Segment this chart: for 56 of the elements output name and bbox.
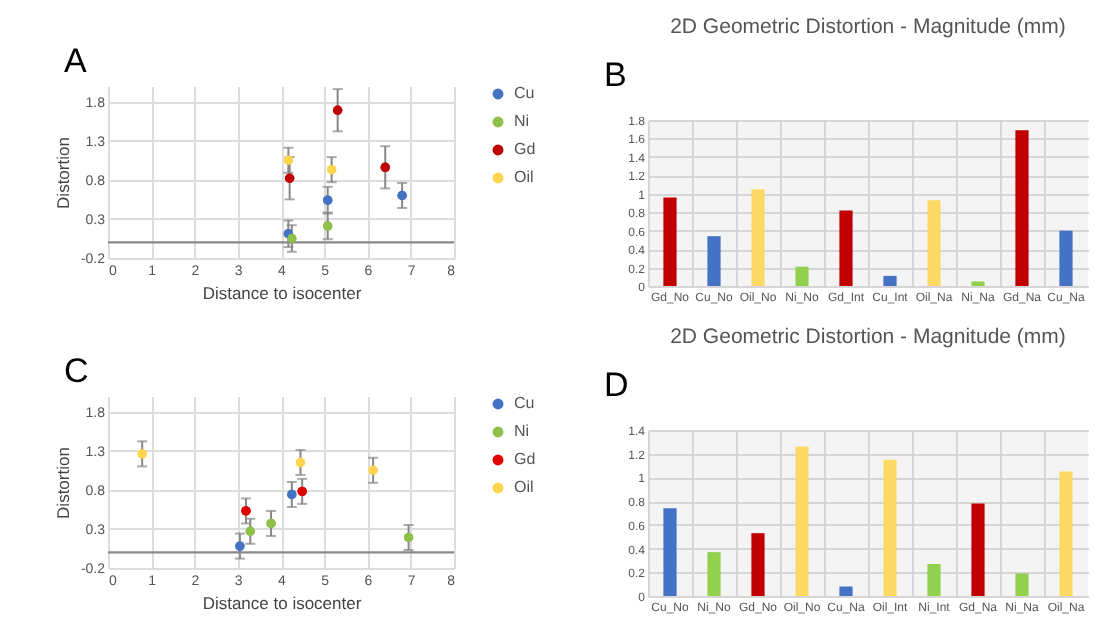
point (323, 221, 333, 231)
legend-label: Cu (514, 394, 535, 412)
x-axis-title: Distance to isocenter (202, 593, 362, 613)
point (326, 164, 337, 175)
bar (1015, 573, 1029, 596)
bar (707, 236, 721, 286)
bar (751, 189, 765, 286)
bar (795, 446, 809, 596)
point (397, 190, 407, 201)
point (403, 532, 414, 543)
point (332, 105, 343, 115)
point (284, 173, 295, 183)
point (245, 526, 255, 536)
legend-label: Gd (514, 450, 536, 468)
text: D (604, 366, 629, 404)
bar (1059, 230, 1073, 286)
bar (1059, 471, 1073, 596)
legend-label: Ni (514, 112, 530, 130)
point (380, 162, 390, 172)
y-axis-title: Distortion (52, 136, 73, 209)
bar (971, 503, 985, 596)
text: C (64, 352, 89, 390)
point (241, 506, 251, 516)
point (137, 449, 147, 459)
chart-title: 2D Geometric Distortion - Magnitude (mm) (670, 15, 1066, 39)
y-axis-title: Distortion (52, 446, 73, 519)
legend-label: Oil (514, 168, 534, 186)
point (295, 457, 306, 468)
legend-label: Gd (514, 140, 536, 158)
point (323, 195, 333, 205)
bar (663, 508, 677, 596)
bar (663, 197, 677, 286)
chart-title: 2D Geometric Distortion - Magnitude (mm) (670, 325, 1066, 349)
point (283, 155, 294, 165)
point (266, 518, 276, 529)
bar (751, 533, 765, 596)
bar (883, 275, 897, 286)
legend-label: Oil (514, 478, 534, 496)
bar (1015, 130, 1029, 286)
bar (927, 563, 941, 596)
bar (707, 552, 721, 596)
x-axis-title: Distance to isocenter (202, 283, 362, 303)
point (287, 233, 297, 244)
bar (927, 200, 941, 286)
point (235, 541, 245, 551)
point (297, 486, 307, 497)
text: A (64, 42, 88, 80)
point (287, 489, 297, 500)
bar (795, 266, 809, 286)
text: B (604, 56, 627, 94)
point (368, 465, 378, 475)
bar (883, 459, 897, 596)
bar (839, 210, 853, 286)
legend-label: Cu (514, 84, 535, 102)
bar (839, 586, 853, 596)
legend-label: Ni (514, 422, 530, 440)
